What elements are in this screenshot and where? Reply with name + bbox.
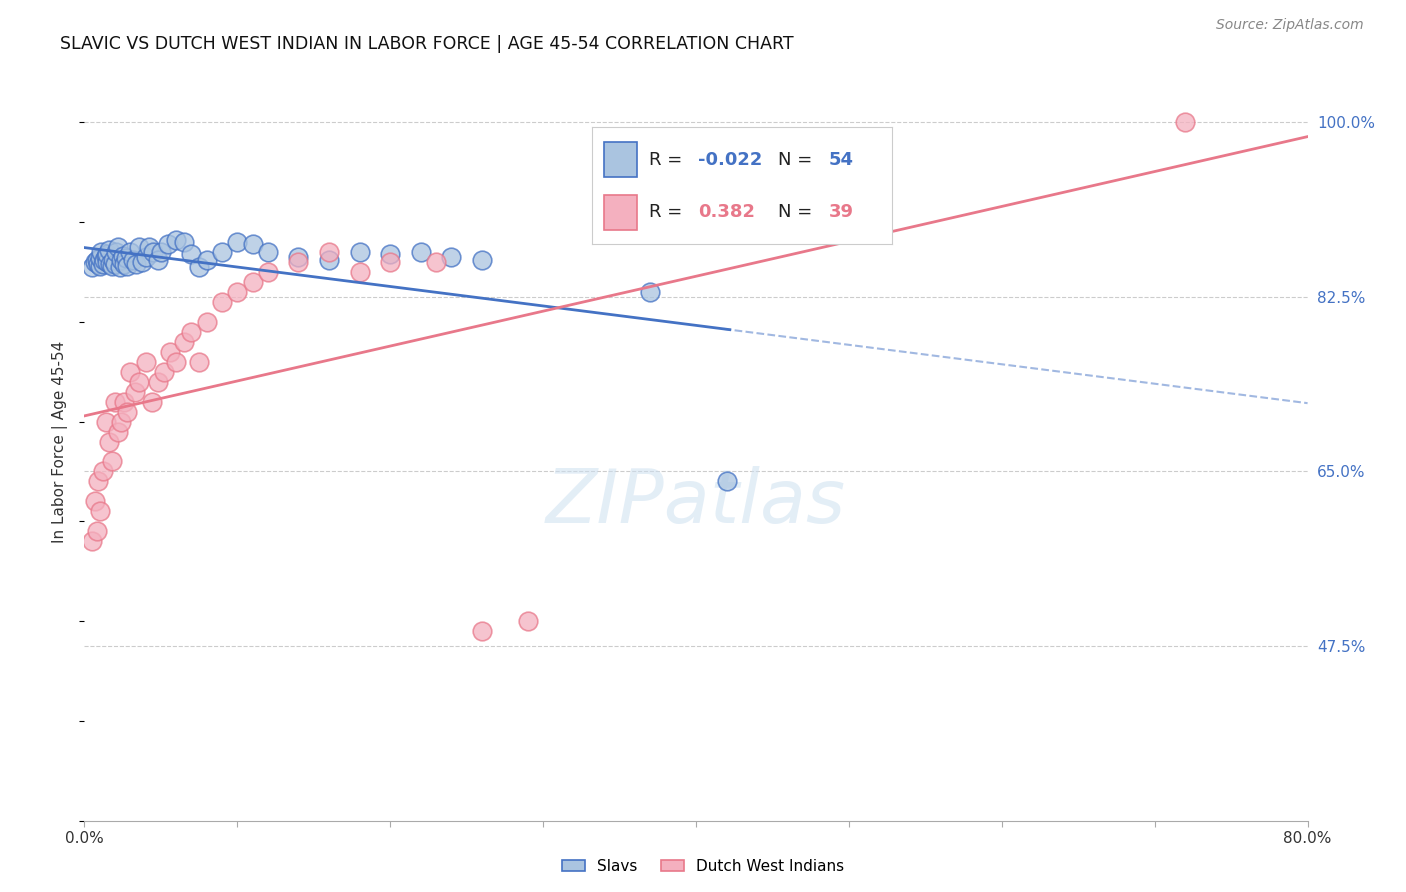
Point [180,325,202,339]
Point [111,249,134,263]
Point [195,315,218,329]
Point [91,465,114,479]
Point [318,244,340,259]
Point [157,237,180,252]
Point [86,524,108,539]
Point [380,255,402,269]
Point [287,255,309,269]
Point [165,233,187,247]
Legend: Slavs, Dutch West Indians: Slavs, Dutch West Indians [555,853,851,880]
Point [153,365,176,379]
Point [115,259,138,273]
Point [409,244,432,259]
Point [89,504,111,518]
Point [84,255,107,269]
Point [104,394,127,409]
Point [114,251,136,265]
Point [349,244,371,259]
Point [380,247,402,261]
Point [146,252,169,267]
Y-axis label: In Labor Force | Age 45-54: In Labor Force | Age 45-54 [52,341,69,542]
Point [149,244,172,259]
Point [94,415,117,429]
Point [471,252,494,267]
Point [159,344,181,359]
Point [84,494,107,508]
Point [318,252,340,267]
Point [107,240,129,254]
Point [105,244,128,259]
Point [180,247,202,261]
Point [131,255,153,269]
Point [96,247,118,261]
Point [425,255,447,269]
Point [638,285,661,299]
Point [98,257,121,271]
Point [107,425,129,439]
Point [80,534,103,549]
Point [242,275,264,289]
Point [1174,115,1197,129]
Point [128,375,150,389]
Point [287,250,309,264]
Point [96,255,118,269]
Point [165,355,187,369]
Point [101,454,124,468]
Point [173,334,195,349]
Point [173,235,195,249]
Point [110,415,132,429]
Point [108,260,131,274]
Point [188,355,211,369]
Point [94,249,117,263]
Point [89,251,111,265]
Point [93,252,115,267]
Point [87,475,110,489]
Point [112,257,135,271]
Point [141,394,163,409]
Point [716,475,738,489]
Point [97,434,120,449]
Point [211,294,233,309]
Point [226,285,249,299]
Point [120,365,142,379]
Point [195,252,218,267]
Point [138,240,160,254]
Point [349,265,371,279]
Point [135,250,157,264]
Point [440,250,463,264]
Point [80,260,103,274]
Point [110,252,132,267]
Point [471,624,494,639]
Point [90,244,112,259]
Point [104,257,127,271]
Point [101,259,124,273]
Text: SLAVIC VS DUTCH WEST INDIAN IN LABOR FORCE | AGE 45-54 CORRELATION CHART: SLAVIC VS DUTCH WEST INDIAN IN LABOR FOR… [60,35,793,53]
Point [112,394,135,409]
Point [135,355,157,369]
Point [124,384,146,399]
Point [257,244,280,259]
Point [188,260,211,274]
Point [91,257,114,271]
Point [97,243,120,257]
Point [125,257,148,271]
Text: ZIPatlas: ZIPatlas [546,467,846,538]
Point [103,252,125,267]
Point [89,259,111,273]
Point [115,404,138,418]
Point [257,265,280,279]
Point [120,244,142,259]
Point [226,235,249,249]
Point [516,614,538,628]
Point [122,252,145,267]
Point [128,240,150,254]
Point [86,252,108,267]
Point [142,244,165,259]
Point [242,237,264,252]
Text: Source: ZipAtlas.com: Source: ZipAtlas.com [1216,19,1364,32]
Point [146,375,169,389]
Point [211,244,233,259]
Point [87,257,110,271]
